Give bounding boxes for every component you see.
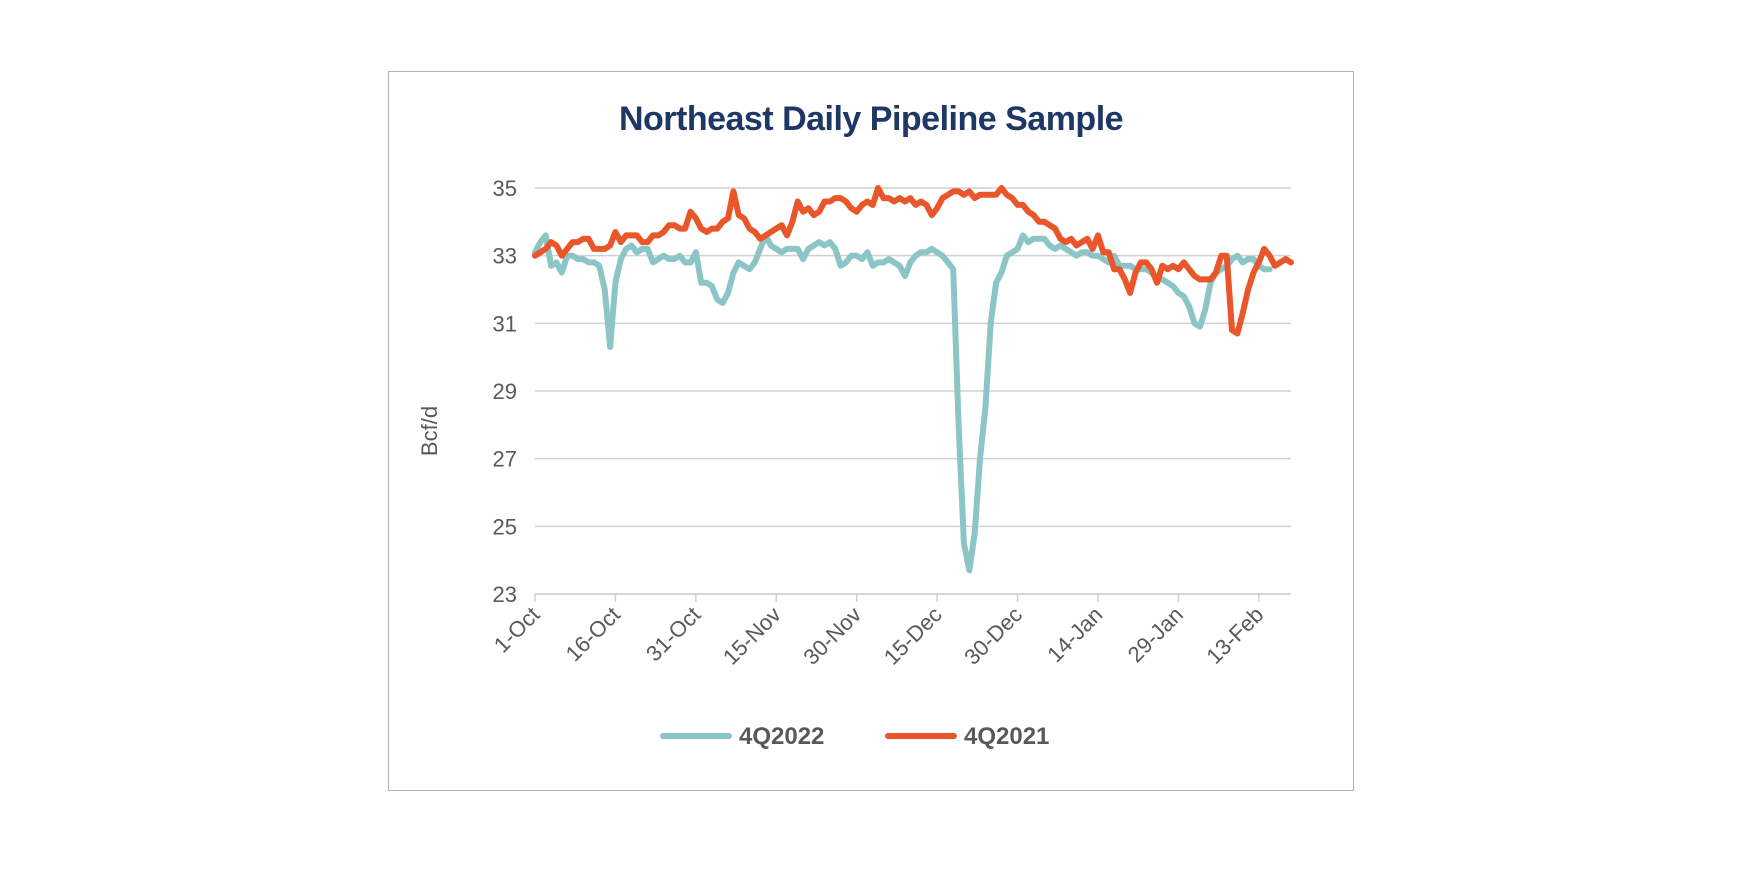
y-tick-label: 29 xyxy=(493,379,517,404)
x-tick-label: 15-Nov xyxy=(718,602,786,670)
chart-title: Northeast Daily Pipeline Sample xyxy=(618,100,1124,138)
x-tick-label: 15-Dec xyxy=(879,602,947,670)
y-tick-label: 25 xyxy=(493,514,517,539)
x-tick-label: 14-Jan xyxy=(1042,602,1107,667)
y-tick-label: 23 xyxy=(493,582,517,607)
y-axis-title: Bcf/d xyxy=(417,406,442,456)
y-tick-label: 35 xyxy=(493,176,517,201)
x-tick-label: 30-Dec xyxy=(959,602,1027,670)
legend-label-4Q2021: 4Q2021 xyxy=(964,723,1049,750)
legend: 4Q2022 4Q2021 xyxy=(660,723,1049,750)
x-axis: 1-Oct 16-Oct 31-Oct 15-Nov 30-Nov 15-Dec 30-De… xyxy=(489,593,1291,670)
x-tick-label: 16-Oct xyxy=(561,602,625,666)
x-tick-label: 13-Feb xyxy=(1201,602,1268,669)
chart-frame: Northeast Daily Pipeline Sample 23 25 27 29… xyxy=(388,71,1354,791)
series-lines xyxy=(532,185,1294,574)
x-tick-label: 30-Nov xyxy=(798,602,866,670)
x-tick-label: 29-Jan xyxy=(1123,602,1188,667)
y-tick-label: 33 xyxy=(493,244,517,269)
x-tick-label: 31-Oct xyxy=(641,602,705,666)
legend-label-4Q2022: 4Q2022 xyxy=(739,723,824,750)
series-line-4Q2022 xyxy=(532,232,1273,574)
series-line-4Q2021 xyxy=(532,185,1294,337)
x-tick-label: 1-Oct xyxy=(489,602,545,658)
y-axis: 23 25 27 29 31 33 35 xyxy=(493,176,517,607)
y-tick-label: 31 xyxy=(493,311,517,336)
y-tick-label: 27 xyxy=(493,447,517,472)
